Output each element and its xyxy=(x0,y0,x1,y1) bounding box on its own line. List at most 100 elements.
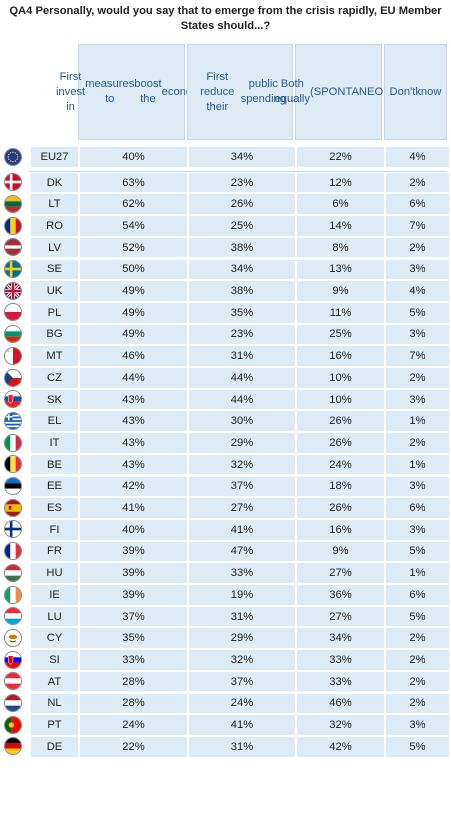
value-cell-col3: 27% xyxy=(297,563,384,583)
value-cell-col3: 22% xyxy=(297,147,384,167)
table-row: LU 37% 31% 27% 5% xyxy=(2,606,450,628)
value-cell-col1: 40% xyxy=(80,147,187,167)
table-row: RO 54% 25% 14% 7% xyxy=(2,215,450,237)
table-row: EU27 40% 34% 22% 4% xyxy=(2,146,450,168)
denmark-flag-icon xyxy=(4,173,22,192)
value-cell-col2: 44% xyxy=(189,368,295,388)
value-cell-col3: 24% xyxy=(297,454,384,475)
value-cell-col4: 1% xyxy=(386,563,449,583)
table-row: UK 49% 38% 9% 4% xyxy=(2,280,450,302)
sweden-flag-icon xyxy=(4,260,22,278)
value-cell-col4: 7% xyxy=(386,216,449,236)
value-cell-col3: 13% xyxy=(297,259,384,280)
value-cell-col1: 44% xyxy=(80,368,187,388)
country-code: FI xyxy=(31,519,78,540)
table-row: HU 39% 33% 27% 1% xyxy=(2,562,450,584)
netherlands-flag-icon xyxy=(4,694,22,712)
table-row: LV 52% 38% 8% 2% xyxy=(2,237,450,259)
country-code: LT xyxy=(31,194,78,215)
table-row: NL 28% 24% 46% 2% xyxy=(2,693,450,715)
estonia-flag-icon xyxy=(4,477,22,495)
value-cell-col4: 3% xyxy=(386,476,449,497)
eu-separator xyxy=(29,171,447,172)
table-row: DE 22% 31% 42% 5% xyxy=(2,736,450,758)
value-cell-col4: 2% xyxy=(386,368,449,388)
value-cell-col1: 49% xyxy=(80,324,187,345)
value-cell-col4: 3% xyxy=(386,519,449,540)
value-cell-col4: 2% xyxy=(386,693,449,714)
country-code: RO xyxy=(31,216,78,236)
value-cell-col1: 43% xyxy=(80,454,187,475)
eu-flag-icon xyxy=(4,147,22,166)
table-row: LT 62% 26% 6% 6% xyxy=(2,193,450,215)
country-code: BG xyxy=(31,324,78,345)
luxembourg-flag-icon xyxy=(4,607,22,626)
germany-flag-icon xyxy=(4,737,22,756)
value-cell-col1: 43% xyxy=(80,433,187,453)
romania-flag-icon xyxy=(4,216,22,235)
value-cell-col3: 46% xyxy=(297,693,384,714)
value-cell-col4: 5% xyxy=(386,541,449,562)
value-cell-col4: 6% xyxy=(386,585,449,605)
value-cell-col4: 3% xyxy=(386,715,449,735)
country-code: MT xyxy=(31,346,78,366)
value-cell-col4: 2% xyxy=(386,237,449,258)
value-cell-col2: 26% xyxy=(189,194,295,215)
value-cell-col3: 36% xyxy=(297,585,384,605)
value-cell-col2: 33% xyxy=(189,563,295,583)
country-code: ES xyxy=(31,498,78,518)
value-cell-col3: 42% xyxy=(297,736,384,757)
column-header-3: Both equally(SPONTANEOUS) xyxy=(275,44,402,140)
value-cell-col1: 63% xyxy=(80,172,187,193)
table-row: AT 28% 37% 33% 2% xyxy=(2,671,450,693)
country-code: EU27 xyxy=(31,147,78,167)
value-cell-col1: 49% xyxy=(80,302,187,323)
country-code: DE xyxy=(31,736,78,757)
value-cell-col1: 43% xyxy=(80,389,187,410)
value-cell-col2: 44% xyxy=(189,389,295,410)
value-cell-col3: 10% xyxy=(297,368,384,388)
value-cell-col1: 35% xyxy=(80,628,187,649)
country-code: UK xyxy=(31,281,78,301)
value-cell-col3: 14% xyxy=(297,216,384,236)
value-cell-col3: 9% xyxy=(297,281,384,301)
country-code: CY xyxy=(31,628,78,649)
value-cell-col3: 26% xyxy=(297,498,384,518)
country-code: LU xyxy=(31,606,78,627)
value-cell-col4: 1% xyxy=(386,454,449,475)
table-row: SK 43% 44% 10% 3% xyxy=(2,389,450,411)
country-code: EE xyxy=(31,476,78,497)
value-cell-col4: 5% xyxy=(386,606,449,627)
value-cell-col1: 49% xyxy=(80,281,187,301)
value-cell-col3: 16% xyxy=(297,346,384,366)
value-cell-col4: 2% xyxy=(386,671,449,692)
country-code: BE xyxy=(31,454,78,475)
table-row: MT 46% 31% 16% 7% xyxy=(2,345,450,367)
value-cell-col1: 39% xyxy=(80,563,187,583)
value-cell-col3: 33% xyxy=(297,650,384,670)
value-cell-col2: 29% xyxy=(189,628,295,649)
value-cell-col1: 37% xyxy=(80,606,187,627)
value-cell-col2: 24% xyxy=(189,693,295,714)
value-cell-col4: 3% xyxy=(386,389,449,410)
table-row: FI 40% 41% 16% 3% xyxy=(2,519,450,541)
value-cell-col4: 6% xyxy=(386,194,449,215)
value-cell-col2: 47% xyxy=(189,541,295,562)
value-cell-col2: 37% xyxy=(189,476,295,497)
table-row: EL 43% 30% 26% 1% xyxy=(2,410,450,432)
value-cell-col3: 26% xyxy=(297,411,384,432)
lithuania-flag-icon xyxy=(4,194,22,213)
value-cell-col1: 24% xyxy=(80,715,187,735)
table-row: PL 49% 35% 11% 5% xyxy=(2,302,450,324)
country-code: CZ xyxy=(31,368,78,388)
latvia-flag-icon xyxy=(4,238,22,257)
value-cell-col2: 37% xyxy=(189,671,295,692)
value-cell-col4: 3% xyxy=(386,259,449,280)
slovakia-flag-icon xyxy=(4,390,22,409)
value-cell-col3: 25% xyxy=(297,324,384,345)
country-code: NL xyxy=(31,693,78,714)
value-cell-col2: 19% xyxy=(189,585,295,605)
table-row: CY 35% 29% 34% 2% xyxy=(2,627,450,649)
france-flag-icon xyxy=(4,542,22,561)
value-cell-col1: 33% xyxy=(80,650,187,670)
